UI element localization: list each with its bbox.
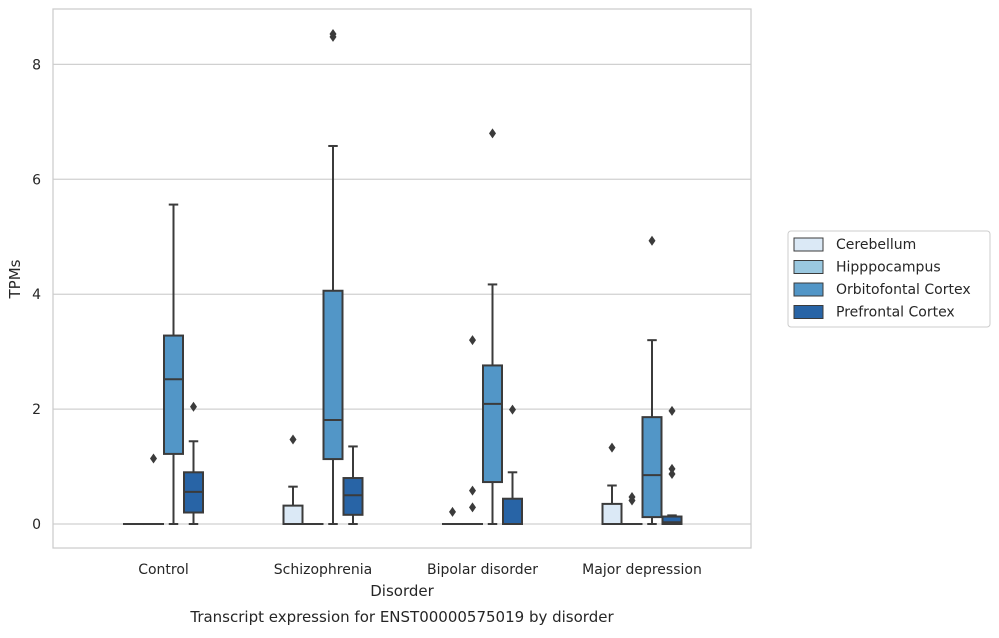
y-tick-label: 2 [32, 402, 41, 418]
x-tick-label: Bipolar disorder [427, 562, 538, 578]
box-iqr [483, 365, 502, 482]
box-1-2 [463, 335, 482, 524]
box-0-3 [603, 443, 622, 524]
box-iqr [164, 336, 183, 454]
box-3-1 [344, 446, 363, 524]
y-tick-label: 6 [32, 172, 41, 188]
box-2-1 [324, 29, 343, 524]
outlier-point [469, 335, 476, 345]
box-1-3 [623, 492, 642, 524]
y-tick-labels: 0 2 4 6 8 [32, 57, 41, 533]
box-iqr [324, 291, 343, 459]
y-tick-label: 4 [32, 287, 41, 303]
box-0-1 [284, 435, 303, 524]
outlier-point [469, 486, 476, 496]
outlier-point [150, 454, 157, 464]
legend-label: Prefrontal Cortex [836, 305, 955, 321]
box-2-2 [483, 128, 502, 524]
legend-swatch [794, 283, 823, 296]
legend-swatch [794, 261, 823, 274]
x-tick-label: Major depression [582, 562, 702, 578]
box-iqr [643, 417, 662, 517]
outlier-point [669, 464, 676, 474]
legend-label: Hipppocampus [836, 260, 941, 276]
outlier-point [469, 502, 476, 512]
chart-caption: Transcript expression for ENST0000057501… [189, 608, 614, 626]
outlier-point [449, 507, 456, 517]
x-tick-label: Schizophrenia [274, 562, 372, 578]
x-tick-labels: Control Schizophrenia Bipolar disorder Majo… [138, 562, 702, 578]
legend-label: Cerebellum [836, 237, 916, 253]
legend-swatch [794, 306, 823, 319]
outlier-point [190, 402, 197, 412]
box-iqr [284, 506, 303, 524]
box-3-3 [663, 406, 682, 524]
y-axis-title: TPMs [6, 259, 24, 299]
outlier-point [649, 236, 656, 246]
legend-label: Orbitofontal Cortex [836, 282, 971, 298]
y-tick-label: 0 [32, 517, 41, 533]
box-plots [124, 29, 682, 524]
outlier-point [489, 128, 496, 138]
outlier-point [609, 443, 616, 453]
box-2-0 [164, 205, 183, 524]
outlier-point [669, 406, 676, 416]
box-iqr [344, 478, 363, 515]
box-3-0 [184, 402, 203, 524]
box-iqr [503, 499, 522, 524]
box-1-0 [144, 454, 163, 525]
outlier-point [509, 405, 516, 415]
box-iqr [603, 504, 622, 524]
x-tick-label: Control [138, 562, 189, 578]
outlier-point [290, 435, 297, 445]
box-3-2 [503, 405, 522, 524]
x-axis-title: Disorder [370, 582, 434, 600]
box-0-2 [443, 507, 462, 524]
box-2-3 [643, 236, 662, 524]
legend-swatch [794, 238, 823, 251]
legend: Cerebellum Hipppocampus Orbitofontal Corte… [788, 231, 990, 327]
y-tick-label: 8 [32, 57, 41, 73]
